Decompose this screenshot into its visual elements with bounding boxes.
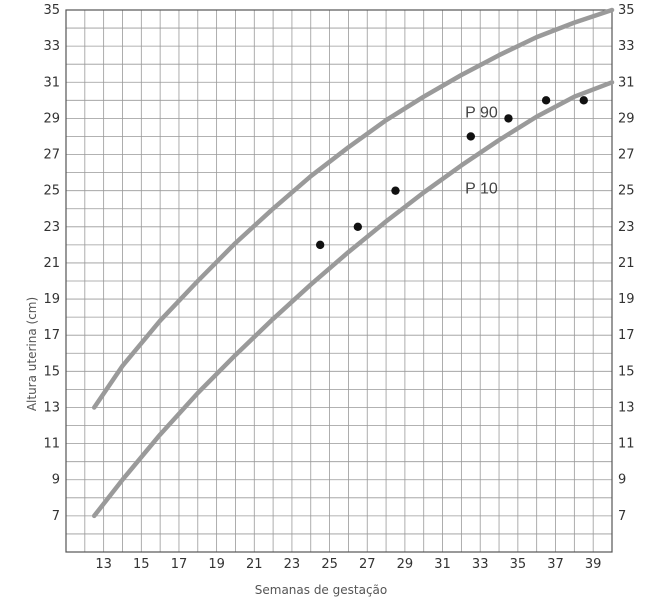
y-axis-label: Altura uterina (cm) xyxy=(25,297,39,411)
y-tick-label: 31 xyxy=(43,75,60,90)
x-tick-label: 23 xyxy=(284,557,301,572)
data-point xyxy=(391,186,400,195)
y-tick-label: 19 xyxy=(43,292,60,307)
curve-label-p90: P 90 xyxy=(465,104,498,121)
y-tick-label: 35 xyxy=(618,3,635,18)
x-tick-label: 25 xyxy=(321,557,338,572)
x-tick-label: 33 xyxy=(472,557,489,572)
data-point xyxy=(504,114,513,123)
data-point xyxy=(579,96,588,105)
y-tick-label: 15 xyxy=(618,364,635,379)
measurement-points xyxy=(315,96,588,250)
y-tick-label: 25 xyxy=(43,184,60,199)
y-tick-label: 33 xyxy=(43,39,60,54)
x-tick-label: 39 xyxy=(585,557,602,572)
y-tick-label: 31 xyxy=(618,75,635,90)
data-point xyxy=(353,222,363,231)
x-tick-label: 17 xyxy=(171,557,188,572)
y-tick-label: 21 xyxy=(618,256,635,271)
x-tick-label: 27 xyxy=(359,557,376,572)
y-tick-label: 17 xyxy=(618,328,635,343)
y-tick-label: 29 xyxy=(618,111,635,126)
x-tick-label: 35 xyxy=(510,557,527,572)
x-axis: 13 15 17 19 21 23 25 27 29 31 33 35 37 39 xyxy=(95,557,601,572)
data-point xyxy=(315,240,325,250)
y-tick-label: 21 xyxy=(43,256,60,271)
x-tick-label: 37 xyxy=(547,557,564,572)
data-point xyxy=(541,96,551,105)
y-tick-label: 23 xyxy=(43,220,60,235)
y-tick-label: 27 xyxy=(43,148,60,163)
curve-label-p10: P 10 xyxy=(465,180,498,197)
y-tick-label: 11 xyxy=(618,437,635,452)
y-tick-label: 11 xyxy=(43,437,60,452)
y-tick-label: 7 xyxy=(52,509,60,524)
y-tick-label: 19 xyxy=(618,292,635,307)
x-tick-label: 19 xyxy=(208,557,225,572)
y-tick-label: 25 xyxy=(618,184,635,199)
y-tick-label: 15 xyxy=(43,364,60,379)
y-tick-label: 35 xyxy=(43,3,60,18)
curve-p10 xyxy=(91,80,615,519)
y-tick-label: 9 xyxy=(52,473,60,488)
curve-labels: P 90 P 10 xyxy=(465,104,498,197)
y-tick-label: 13 xyxy=(43,400,60,415)
x-tick-label: 29 xyxy=(397,557,414,572)
y-tick-label: 27 xyxy=(618,148,635,163)
x-tick-label: 21 xyxy=(246,557,263,572)
y-axis-left: 7 9 11 13 15 17 19 21 23 25 27 29 31 33 35 xyxy=(43,3,60,524)
x-tick-label: 15 xyxy=(133,557,150,572)
grid xyxy=(65,9,613,553)
y-tick-label: 9 xyxy=(618,473,626,488)
data-point xyxy=(466,132,475,141)
y-tick-label: 13 xyxy=(618,400,635,415)
percentile-curves xyxy=(91,7,615,519)
y-tick-label: 29 xyxy=(43,111,60,126)
y-tick-label: 23 xyxy=(618,220,635,235)
y-axis-right: 7 9 11 13 15 17 19 21 23 25 27 29 31 33 35 xyxy=(618,3,635,524)
x-axis-label: Semanas de gestação xyxy=(255,583,388,597)
y-tick-label: 7 xyxy=(618,509,626,524)
plot-frame xyxy=(65,9,613,553)
curve-p90 xyxy=(91,7,615,410)
x-tick-label: 31 xyxy=(434,557,451,572)
y-tick-label: 17 xyxy=(43,328,60,343)
y-tick-label: 33 xyxy=(618,39,635,54)
x-tick-label: 13 xyxy=(95,557,112,572)
